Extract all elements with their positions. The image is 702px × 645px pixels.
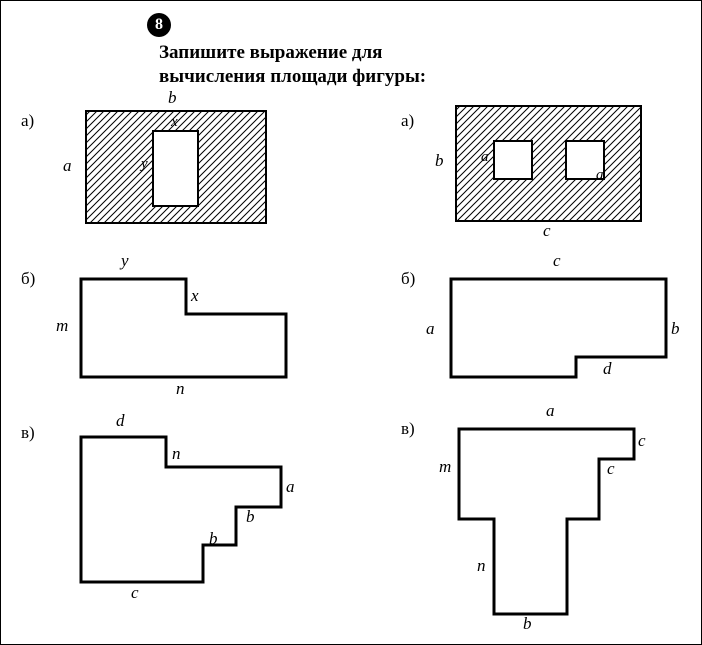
exercise-title-line1: Запишите выражение для — [159, 41, 382, 65]
left-b-lbl-n: n — [176, 379, 185, 399]
figure-left-b — [71, 269, 301, 389]
right-b-lbl-a: a — [426, 319, 435, 339]
figure-left-a — [81, 106, 281, 236]
right-v-lbl-c1: c — [638, 431, 646, 451]
exercise-title-line2: вычисления площади фигуры: — [159, 65, 426, 89]
left-v-lbl-b2: b — [209, 529, 218, 549]
left-v-lbl-c: c — [131, 583, 139, 603]
right-b-lbl-b: b — [671, 319, 680, 339]
right-b-lbl-d: d — [603, 359, 612, 379]
left-v-lbl-d: d — [116, 411, 125, 431]
left-a-lbl-a: a — [63, 156, 72, 176]
right-v-lbl-c2: c — [607, 459, 615, 479]
left-a-lbl-y: y — [141, 156, 148, 173]
right-v-lbl-a: a — [546, 401, 555, 421]
left-a-lbl-b: b — [168, 88, 177, 108]
exercise-badge: 8 — [147, 13, 171, 37]
label-left-b: б) — [21, 269, 35, 289]
right-v-lbl-b: b — [523, 614, 532, 634]
right-a-lbl-c: c — [543, 221, 551, 241]
exercise-page: 8 Запишите выражение для вычисления площ… — [0, 0, 702, 645]
label-right-a: а) — [401, 111, 414, 131]
left-b-lbl-m: m — [56, 316, 68, 336]
right-a-lbl-a2: a — [596, 167, 604, 184]
left-v-lbl-n: n — [172, 444, 181, 464]
right-a-lbl-b: b — [435, 151, 444, 171]
left-v-lbl-b1: b — [246, 507, 255, 527]
label-right-v: в) — [401, 419, 415, 439]
figure-left-v — [71, 427, 301, 597]
figure-right-b — [441, 269, 681, 389]
right-b-lbl-c: c — [553, 251, 561, 271]
right-a-lbl-a1: a — [481, 149, 489, 166]
left-a-lbl-x: x — [171, 114, 178, 131]
left-b-lbl-x: x — [191, 286, 199, 306]
left-v-lbl-a: a — [286, 477, 295, 497]
right-v-lbl-n: n — [477, 556, 486, 576]
right-v-lbl-m: m — [439, 457, 451, 477]
left-b-lbl-y: y — [121, 251, 129, 271]
label-left-a: а) — [21, 111, 34, 131]
figure-right-a — [451, 101, 661, 241]
label-left-v: в) — [21, 423, 35, 443]
label-right-b: б) — [401, 269, 415, 289]
